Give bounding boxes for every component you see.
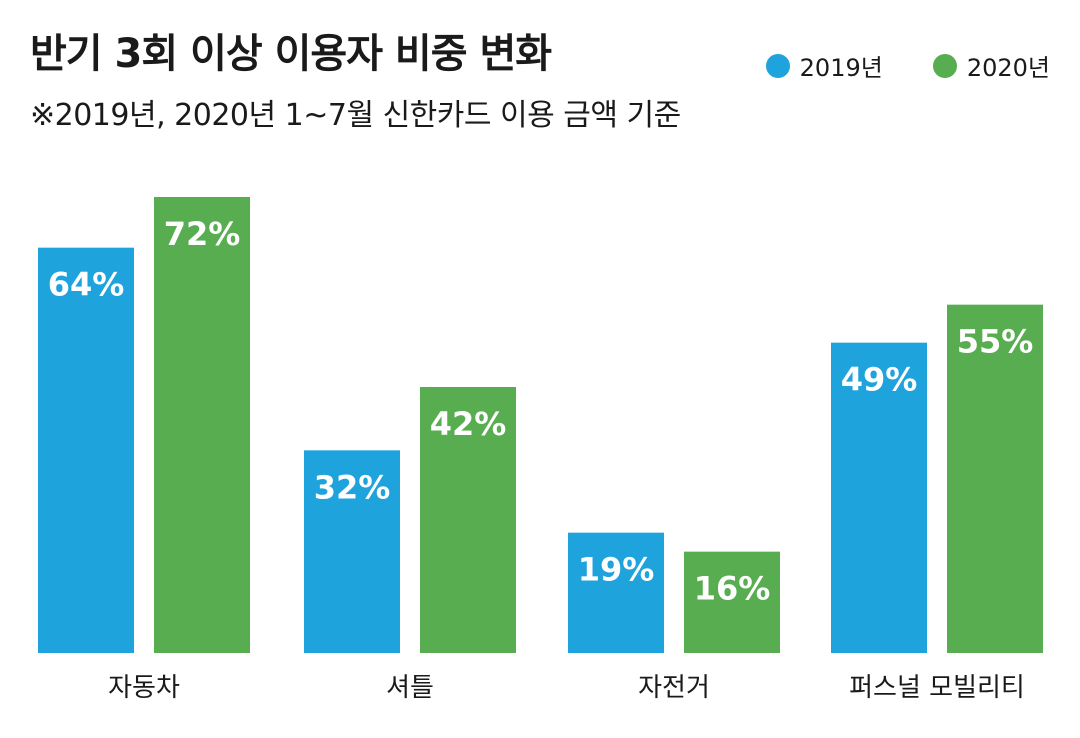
bar-2019-0: [38, 247, 134, 653]
category-label-1: 셔틀: [386, 673, 434, 703]
data-label-2019-1: 32%: [314, 468, 391, 506]
data-label-2019-0: 64%: [48, 266, 125, 304]
bar-2019-3: [831, 342, 927, 653]
chart-subtitle: ※2019년, 2020년 1~7월 신한카드 이용 금액 기준: [30, 98, 681, 133]
chart-title: 반기 3회 이상 이용자 비중 변화: [30, 31, 552, 77]
legend: 2019년 2020년: [765, 48, 1050, 83]
legend-item-2019: 2019년: [765, 48, 883, 83]
data-label-2020-2: 16%: [694, 570, 771, 608]
data-label-2019-3: 49%: [841, 361, 918, 399]
data-label-2020-3: 55%: [957, 323, 1034, 361]
category-label-3: 퍼스널 모빌리티: [849, 673, 1025, 703]
bar-2020-0: [154, 197, 250, 653]
bar-2019-1: [304, 450, 400, 653]
bar-2020-1: [420, 387, 516, 653]
data-label-2019-2: 19%: [578, 551, 655, 589]
bar-2019-2: [568, 532, 664, 653]
legend-swatch-2019: [765, 53, 790, 78]
bar-2020-3: [947, 304, 1043, 653]
legend-label-2020: 2020년: [966, 54, 1050, 82]
legend-item-2020: 2020년: [932, 48, 1050, 83]
data-label-2020-1: 42%: [430, 405, 507, 443]
data-label-2020-0: 72%: [164, 215, 241, 253]
legend-swatch-2020: [932, 53, 957, 78]
category-label-0: 자동차: [108, 673, 180, 703]
category-label-2: 자전거: [638, 673, 710, 703]
legend-label-2019: 2019년: [799, 54, 883, 82]
bar-2020-2: [684, 551, 780, 653]
